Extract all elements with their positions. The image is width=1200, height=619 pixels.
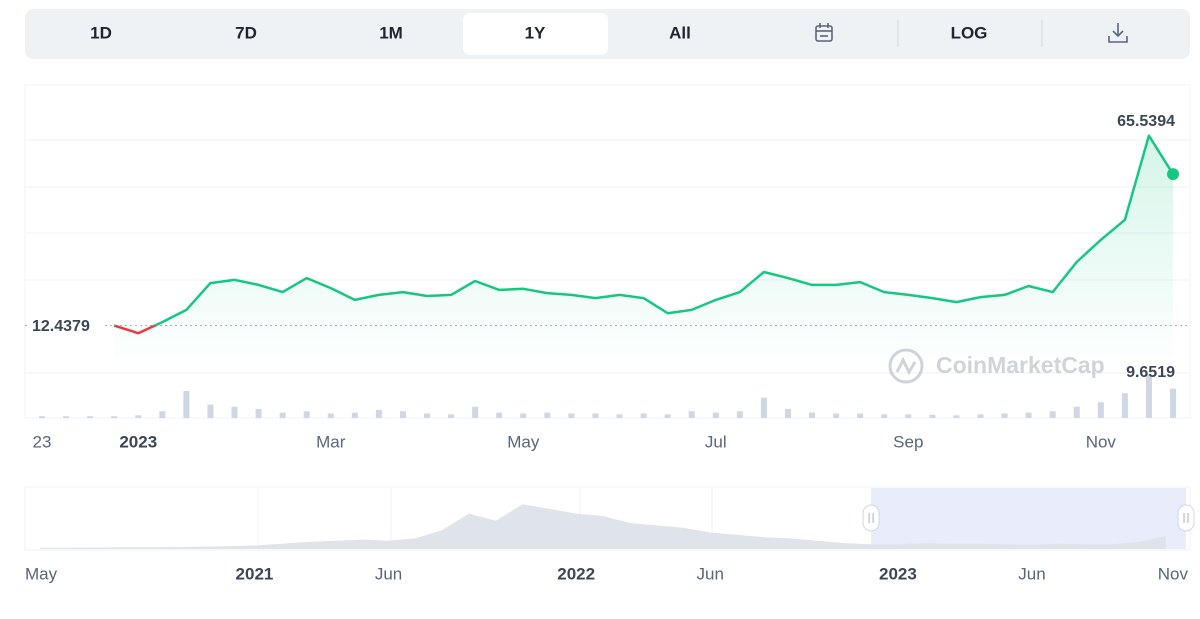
volume-bar	[496, 412, 503, 418]
volume-bar	[1170, 388, 1176, 418]
volume-bar	[255, 409, 262, 418]
navigator-handle[interactable]	[862, 504, 880, 532]
volume-bar	[809, 412, 816, 418]
start-price-label: 12.4379	[32, 318, 90, 335]
volume-bar	[1073, 406, 1080, 418]
last-point	[1167, 168, 1179, 181]
volume-bar	[833, 413, 840, 418]
volume-bar	[616, 414, 623, 418]
volume-bar	[688, 411, 695, 418]
volume-bar	[448, 414, 455, 418]
volume-bar	[664, 414, 671, 418]
x-tick-label: Sep	[893, 432, 923, 451]
grid	[25, 139, 1190, 374]
x-tick-label: 23	[33, 432, 52, 451]
volume-bar	[1097, 402, 1104, 418]
navigator-label: Nov	[1158, 564, 1189, 583]
volume-bar	[1121, 393, 1128, 418]
volume-bar	[159, 411, 166, 418]
navigator-label: May	[25, 564, 58, 583]
volume-bar	[207, 404, 214, 418]
volume-bar	[929, 414, 936, 418]
navigator-label: Jun	[1018, 564, 1045, 583]
volume-bar	[303, 411, 310, 418]
volume-bar	[953, 415, 960, 418]
tab-group: 1D 7D 1M 1Y All LOG	[90, 13, 987, 55]
volume-bar	[87, 416, 94, 418]
volume-bar	[183, 391, 190, 418]
volume-bar	[351, 412, 358, 418]
volume-bar	[857, 413, 864, 418]
volume-bar	[424, 413, 431, 418]
x-tick-label: May	[507, 432, 540, 451]
navigator-area	[40, 504, 1166, 549]
tab-button[interactable]: 1Y	[525, 23, 546, 42]
volume-bar	[544, 412, 551, 418]
volume-bar	[1049, 411, 1056, 418]
volume-bar	[327, 413, 334, 418]
x-tick-label: Nov	[1086, 432, 1117, 451]
volume-bar	[736, 411, 743, 418]
navigator-label: 2023	[879, 564, 917, 583]
volume-bar	[640, 413, 647, 418]
volume-bar	[760, 397, 767, 418]
volume-bar	[399, 411, 406, 418]
volume-bar	[472, 406, 479, 418]
navigator-selection	[871, 488, 1186, 549]
volume-bar	[1025, 412, 1032, 418]
navigator-label: Jun	[697, 564, 724, 583]
volume-bar	[592, 413, 599, 418]
volume-bar	[712, 412, 719, 418]
volume-bar	[881, 414, 888, 418]
volume-bar	[1145, 374, 1152, 418]
volume-bar	[279, 412, 286, 418]
calendar-icon[interactable]	[815, 23, 833, 42]
x-tick-label: Jul	[705, 432, 727, 451]
active-tab	[463, 13, 608, 55]
max-volume-label: 9.6519	[1126, 364, 1175, 381]
price-area	[114, 135, 1173, 370]
max-price-label: 65.5394	[1117, 113, 1175, 130]
download-icon[interactable]	[1108, 23, 1128, 43]
navigator-label: 2021	[236, 564, 274, 583]
volume-bar	[231, 406, 238, 418]
tab-button[interactable]: All	[669, 23, 691, 42]
volume-bar	[905, 414, 912, 418]
tab-button[interactable]: 1M	[379, 23, 403, 42]
volume-bar	[520, 413, 527, 418]
tab-button[interactable]: 1D	[90, 23, 112, 42]
chart: 23 2023 Mar May Jul Sep Nov 12.4379 65.5394 9.651…	[25, 113, 1190, 451]
navigator: May 2021 Jun 2022 Jun 2023 Jun Nov	[25, 488, 1195, 583]
volume-bar	[784, 409, 791, 418]
tab-button[interactable]: 7D	[235, 23, 257, 42]
price-line	[114, 134, 1175, 326]
volume-bar	[375, 409, 382, 418]
volume-bar	[568, 413, 575, 418]
navigator-label: 2022	[557, 564, 595, 583]
volume-bar	[977, 414, 984, 418]
volume-bar	[39, 416, 45, 418]
navigator-handle[interactable]	[1177, 504, 1195, 532]
x-tick-label: Mar	[316, 432, 346, 451]
volume-bar	[135, 415, 142, 418]
label-bg	[27, 314, 105, 337]
volume-bar	[63, 416, 70, 418]
volume-bar	[1001, 413, 1008, 418]
x-tick-label: 2023	[119, 432, 157, 451]
volume-bar	[111, 416, 118, 418]
chart-frame	[24, 84, 1191, 419]
navigator-label: Jun	[375, 564, 402, 583]
tab-button[interactable]: LOG	[951, 23, 988, 42]
